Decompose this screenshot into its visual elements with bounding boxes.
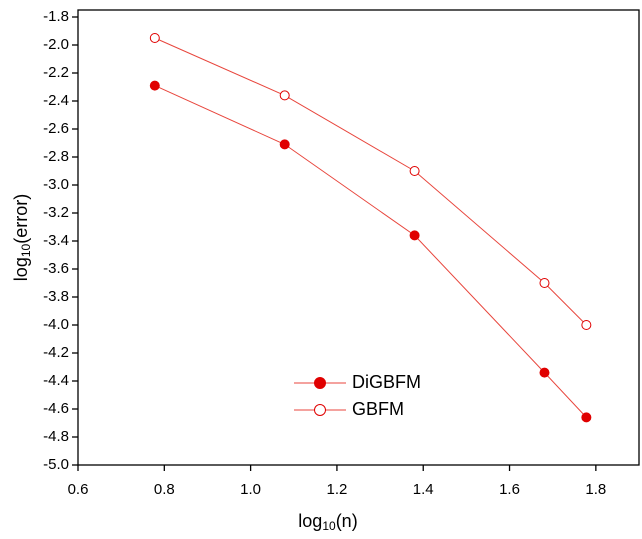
x-tick-label: 1.2 (326, 481, 347, 498)
y-tick-label: -5.0 (43, 456, 69, 473)
data-point (279, 90, 290, 101)
y-tick-label: -4.0 (43, 316, 69, 333)
y-tick-label: -4.2 (43, 344, 69, 361)
data-point (279, 139, 290, 150)
y-tick-label: -3.2 (43, 204, 69, 221)
y-tick-label: -2.4 (43, 92, 69, 109)
x-axis-label: log10(n) (298, 511, 357, 533)
series-line (154, 37, 587, 326)
x-tick-label: 1.0 (240, 481, 261, 498)
x-axis-label-part: log (298, 511, 322, 531)
x-tick-label: 1.6 (499, 481, 520, 498)
data-point (149, 80, 160, 91)
y-tick-label: -2.2 (43, 64, 69, 81)
data-point (539, 278, 550, 288)
y-axis-label-part: 10 (19, 243, 33, 257)
legend-marker (314, 377, 326, 389)
series-line (154, 85, 587, 418)
y-tick-label: -3.0 (43, 176, 69, 193)
y-axis-label-part: (error) (11, 194, 31, 244)
y-tick-label: -4.6 (43, 400, 69, 417)
x-tick-label: 0.8 (154, 481, 175, 498)
x-axis-label-part: 10 (322, 519, 336, 533)
data-point (409, 166, 420, 176)
y-tick-label: -3.4 (43, 232, 69, 249)
data-point (409, 230, 420, 241)
x-tick-label: 0.6 (68, 481, 89, 498)
legend-label: DiGBFM (352, 372, 421, 392)
y-axis-label-part: log (11, 257, 31, 281)
y-tick-label: -3.8 (43, 288, 69, 305)
y-tick-label: -3.6 (43, 260, 69, 277)
y-tick-label: -2.0 (43, 36, 69, 53)
legend-marker (314, 404, 326, 416)
y-tick-label: -4.4 (43, 372, 69, 389)
x-tick-label: 1.4 (413, 481, 434, 498)
data-point (149, 33, 160, 43)
x-tick-label: 1.8 (585, 481, 606, 498)
y-tick-label: -2.8 (43, 148, 69, 165)
data-point (581, 320, 592, 330)
data-point (581, 412, 592, 423)
y-tick-label: -2.6 (43, 120, 69, 137)
y-tick-label: -4.8 (43, 428, 69, 445)
legend-label: GBFM (352, 399, 404, 419)
y-axis-label: log10(error) (11, 194, 33, 281)
data-point (539, 367, 550, 378)
plot-frame (77, 9, 640, 466)
x-axis-label-part: (n) (336, 511, 358, 531)
y-tick-label: -1.8 (43, 8, 69, 25)
